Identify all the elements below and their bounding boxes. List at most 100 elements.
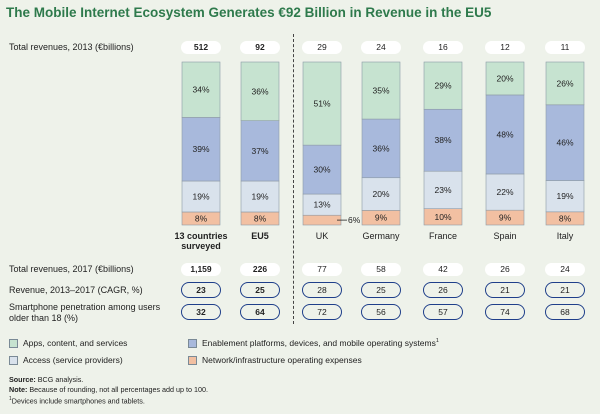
data-label-apps-uk: 51% bbox=[313, 99, 330, 109]
data-label-platforms-13-countries-surveyed: 39% bbox=[192, 144, 209, 154]
bar-segment-apps-eu5 bbox=[240, 61, 280, 121]
category-label-germany: Germany bbox=[362, 231, 400, 241]
data-label-access-italy: 19% bbox=[556, 191, 573, 201]
data-label-apps-eu5: 36% bbox=[251, 86, 268, 96]
smartphone-penetration-value-spain: 74 bbox=[485, 304, 525, 320]
source-note: Source: BCG analysis. bbox=[9, 375, 84, 384]
category-label-france: France bbox=[428, 231, 457, 241]
bar-segment-apps-spain bbox=[485, 61, 525, 96]
bar-segment-apps-uk bbox=[302, 61, 342, 146]
data-label-platforms-eu5: 37% bbox=[251, 146, 268, 156]
data-label-network-uk: 6% bbox=[348, 215, 361, 225]
revenue-2013-value-uk: 29 bbox=[302, 41, 342, 54]
bar-segment-platforms-13-countries-surveyed bbox=[181, 117, 221, 182]
data-label-access-spain: 22% bbox=[496, 187, 513, 197]
revenue-2017-value-13-countries-surveyed: 1,159 bbox=[181, 263, 221, 276]
bar-segment-access-spain bbox=[485, 173, 525, 211]
data-label-access-uk: 13% bbox=[313, 200, 330, 210]
bar-segment-apps-germany bbox=[361, 61, 401, 120]
revenue-2017-value-germany: 58 bbox=[361, 263, 401, 276]
smartphone-penetration-value-13-countries-surveyed: 32 bbox=[181, 304, 221, 320]
data-label-network-italy: 8% bbox=[559, 213, 572, 223]
data-label-apps-germany: 35% bbox=[372, 86, 389, 96]
cagr-value-eu5: 25 bbox=[240, 282, 280, 298]
bar-segment-access-13-countries-surveyed bbox=[181, 180, 221, 213]
rounding-note: Note: Because of rounding, not all perce… bbox=[9, 385, 208, 394]
row-label-revenue-2017: Total revenues, 2017 (€billions) bbox=[9, 264, 134, 274]
data-label-network-germany: 9% bbox=[375, 213, 388, 223]
bar-segment-platforms-france bbox=[423, 108, 463, 172]
legend-label-access: Access (service providers) bbox=[23, 355, 123, 365]
data-label-access-germany: 20% bbox=[372, 189, 389, 199]
bar-segment-apps-13-countries-surveyed bbox=[181, 61, 221, 118]
category-label-italy: Italy bbox=[556, 231, 574, 241]
smartphone-penetration-value-uk: 72 bbox=[302, 304, 342, 320]
bar-segment-platforms-spain bbox=[485, 94, 525, 175]
smartphone-penetration-value-eu5: 64 bbox=[240, 304, 280, 320]
revenue-2017-value-eu5: 226 bbox=[240, 263, 280, 276]
legend-swatch-network bbox=[188, 356, 197, 365]
data-label-network-eu5: 8% bbox=[254, 213, 267, 223]
data-label-apps-spain: 20% bbox=[496, 73, 513, 83]
revenue-2013-value-13-countries-surveyed: 512 bbox=[181, 41, 221, 54]
revenue-2017-value-uk: 77 bbox=[302, 263, 342, 276]
category-label-eu5: EU5 bbox=[251, 231, 269, 241]
row-label-revenue-2013: Total revenues, 2013 (€billions) bbox=[9, 42, 134, 52]
data-label-access-13-countries-surveyed: 19% bbox=[192, 191, 209, 201]
group-divider bbox=[293, 34, 294, 324]
category-label-uk: UK bbox=[315, 231, 329, 241]
cagr-value-spain: 21 bbox=[485, 282, 525, 298]
legend-swatch-access bbox=[9, 356, 18, 365]
chart-title: The Mobile Internet Ecosystem Generates … bbox=[6, 5, 492, 20]
bar-segment-access-eu5 bbox=[240, 180, 280, 213]
legend-swatch-apps bbox=[9, 339, 18, 348]
bar-segment-platforms-eu5 bbox=[240, 120, 280, 182]
revenue-2017-value-france: 42 bbox=[423, 263, 463, 276]
revenue-2013-value-germany: 24 bbox=[361, 41, 401, 54]
data-label-network-13-countries-surveyed: 8% bbox=[195, 213, 208, 223]
cagr-value-uk: 28 bbox=[302, 282, 342, 298]
revenue-2013-value-france: 16 bbox=[423, 41, 463, 54]
footnote: 1Devices include smartphones and tablets… bbox=[9, 396, 145, 406]
legend-label-apps: Apps, content, and services bbox=[23, 338, 128, 348]
data-label-platforms-france: 38% bbox=[434, 135, 451, 145]
revenue-2017-value-spain: 26 bbox=[485, 263, 525, 276]
revenue-2013-value-eu5: 92 bbox=[240, 41, 280, 54]
data-label-access-eu5: 19% bbox=[251, 191, 268, 201]
row-label-cagr: Revenue, 2013–2017 (CAGR, %) bbox=[9, 285, 143, 295]
bar-segment-platforms-italy bbox=[545, 104, 585, 181]
cagr-value-france: 26 bbox=[423, 282, 463, 298]
bar-segment-access-germany bbox=[361, 177, 401, 211]
bar-segment-platforms-uk bbox=[302, 144, 342, 195]
data-label-platforms-italy: 46% bbox=[556, 138, 573, 148]
category-label-spain: Spain bbox=[493, 231, 517, 241]
data-label-platforms-germany: 36% bbox=[372, 143, 389, 153]
cagr-value-13-countries-surveyed: 23 bbox=[181, 282, 221, 298]
data-label-apps-italy: 26% bbox=[556, 78, 573, 88]
smartphone-penetration-value-italy: 68 bbox=[545, 304, 585, 320]
bar-segment-platforms-germany bbox=[361, 118, 401, 179]
data-label-network-france: 10% bbox=[434, 212, 451, 222]
revenue-2013-value-italy: 11 bbox=[545, 41, 585, 54]
legend-footnote-sup: 1 bbox=[435, 338, 439, 345]
legend-label-network: Network/infrastructure operating expense… bbox=[202, 355, 362, 365]
revenue-2013-value-spain: 12 bbox=[485, 41, 525, 54]
cagr-value-italy: 21 bbox=[545, 282, 585, 298]
legend-label-platforms: Enablement platforms, devices, and mobil… bbox=[202, 338, 439, 348]
row-label-smartphone: Smartphone penetration among users older… bbox=[9, 302, 161, 323]
data-label-platforms-uk: 30% bbox=[313, 165, 330, 175]
cagr-value-germany: 25 bbox=[361, 282, 401, 298]
bar-segment-network-uk bbox=[302, 214, 342, 226]
revenue-2017-value-italy: 24 bbox=[545, 263, 585, 276]
smartphone-penetration-value-france: 57 bbox=[423, 304, 463, 320]
category-label-13-countries-surveyed: 13 countries surveyed bbox=[174, 231, 228, 251]
legend-swatch-platforms bbox=[188, 339, 197, 348]
data-label-platforms-spain: 48% bbox=[496, 129, 513, 139]
bar-segment-apps-france bbox=[423, 61, 463, 110]
data-label-network-spain: 9% bbox=[499, 213, 512, 223]
smartphone-penetration-value-germany: 56 bbox=[361, 304, 401, 320]
data-label-apps-france: 29% bbox=[434, 81, 451, 91]
bar-segment-apps-italy bbox=[545, 61, 585, 106]
